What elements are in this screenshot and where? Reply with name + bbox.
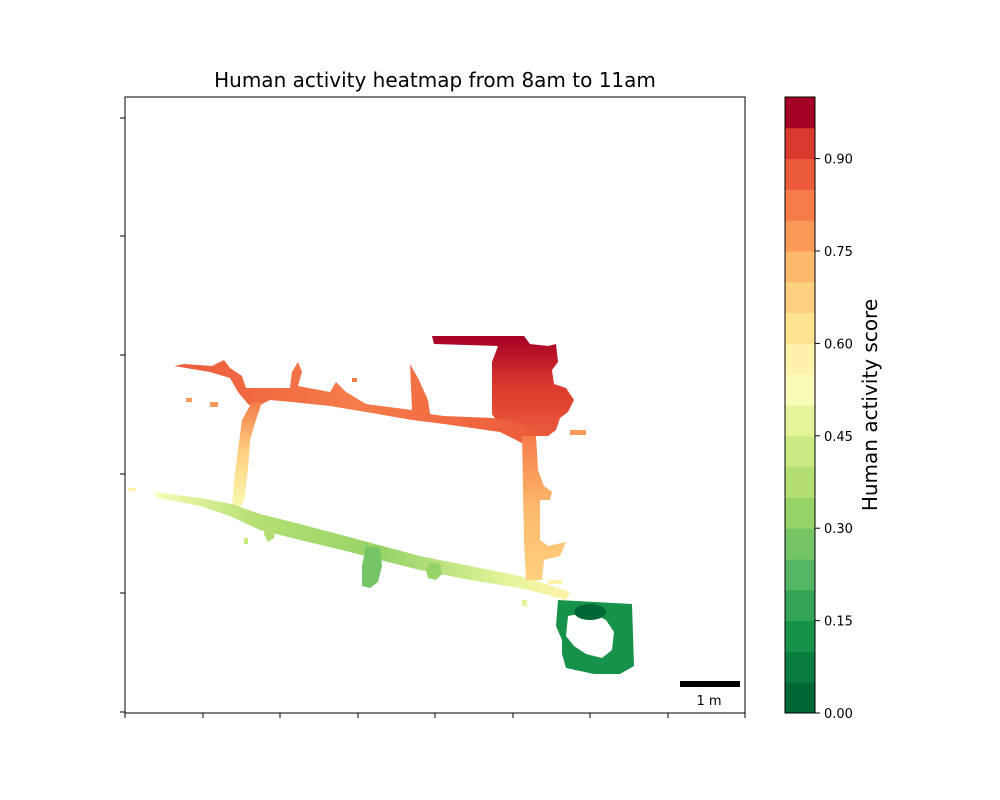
colorbar-band [785,220,815,252]
colorbar-band [785,466,815,498]
heat-speckle [352,378,357,382]
colorbar-band [785,127,815,160]
colorbar-band [785,189,815,221]
heat-speckle [244,538,248,544]
x-axis-ticks [124,713,746,718]
colorbar-band [785,405,815,437]
colorbar-label: Human activity score [858,299,882,511]
colorbar-band [785,97,815,129]
chart-title: Human activity heatmap from 8am to 11am [214,68,656,92]
heat-speckle [186,398,192,402]
heat-region-bottom-lobe-1 [362,546,382,588]
heat-speckle [548,580,562,584]
scale-bar-line [680,681,740,687]
colorbar-band [785,251,815,283]
colorbar-band [785,528,815,560]
heat-region-bottom-lobe-3 [264,522,276,542]
heat-region-bottom-lobe-2 [426,562,442,580]
scale-bar-label: 1 m [696,694,721,709]
colorbar-tick-label: 0.45 [824,430,853,445]
heat-region-room-inner-core [574,604,606,620]
colorbar-tick-label: 0.15 [824,615,853,630]
colorbar-band [785,620,815,652]
colorbar-band [785,343,815,375]
colorbar-tick-label: 0.75 [824,245,853,260]
heat-region-upper-right-room [432,336,574,436]
y-axis-ticks [120,117,125,713]
colorbar-band [785,312,815,344]
heat-speckle [522,600,527,606]
plot-area [124,96,746,714]
colorbar-band [785,559,815,591]
colorbar-band [785,435,815,468]
colorbar-band [785,158,815,190]
heat-region-right-corridor [522,436,566,580]
colorbar-band [785,589,815,622]
colorbar-ticks: 0.00 0.15 0.30 0.45 0.60 0.75 0.90 [815,153,853,722]
colorbar-band [785,682,815,714]
colorbar-band [785,374,815,406]
colorbar-band [785,651,815,683]
heat-region-top-corridor [174,360,536,444]
heat-region-left-corridor [232,402,262,512]
heat-region-bottom-right-room [556,600,634,674]
heat-speckle [210,402,218,407]
colorbar-band [785,281,815,314]
colorbar-frame [784,96,816,714]
colorbar-tick-label: 0.00 [824,707,853,722]
colorbar-tick-label: 0.30 [824,522,853,537]
heat-speckle [128,488,136,491]
scale-bar: 1 m [680,681,740,709]
colorbar-tick-label: 0.90 [824,153,853,168]
colorbar-bands [785,97,815,714]
colorbar-tick-label: 0.60 [824,337,853,352]
heat-speckle [570,430,586,435]
colorbar: 0.00 0.15 0.30 0.45 0.60 0.75 0.90 Human activ… [784,96,882,722]
colorbar-band [785,497,815,529]
heat-region-bottom-corridor [154,492,570,600]
heatmap-map [128,336,634,674]
